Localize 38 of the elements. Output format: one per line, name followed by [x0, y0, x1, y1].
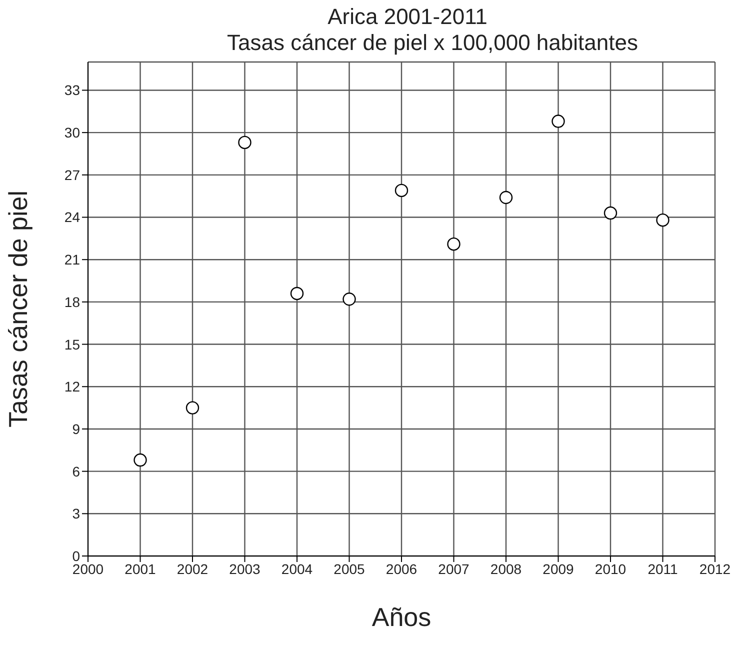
x-tick-label: 2008 — [490, 560, 522, 577]
x-tick-label: 2003 — [229, 560, 261, 577]
y-tick-label: 12 — [64, 378, 80, 395]
y-tick-label: 18 — [64, 294, 80, 310]
x-axis-title: Años — [372, 602, 432, 632]
chart-subtitle: Tasas cáncer de piel x 100,000 habitantes — [226, 30, 639, 56]
y-tick-label: 9 — [72, 420, 80, 437]
x-tick-label: 2005 — [334, 560, 366, 577]
point — [656, 213, 670, 227]
x-tick-label: 2012 — [699, 560, 731, 577]
point — [604, 206, 618, 220]
point — [186, 401, 200, 414]
x-tick-label: 2011 — [648, 560, 678, 577]
chart-title: Arica 2001-2011 — [326, 4, 488, 30]
y-tick-label: 30 — [64, 124, 80, 141]
x-tick-label: 2007 — [438, 560, 470, 577]
y-tick-label: 24 — [64, 209, 80, 226]
y-axis-title: Tasas cáncer de piel — [3, 190, 34, 428]
y-tick-label: 21 — [64, 252, 80, 268]
x-tick-label: 2006 — [386, 560, 418, 577]
point — [447, 237, 460, 251]
x-tick-label: 2004 — [281, 560, 313, 577]
point — [499, 190, 513, 204]
y-tick-label: 33 — [64, 82, 80, 98]
y-tick-label: 6 — [72, 463, 80, 480]
x-tick-label: 2010 — [594, 560, 626, 577]
x-tick-label: 2001 — [124, 560, 156, 577]
y-tick-label: 15 — [64, 336, 80, 352]
point — [342, 292, 356, 306]
point — [552, 114, 565, 128]
point — [134, 453, 147, 467]
point — [238, 136, 252, 150]
x-tick-label: 2009 — [542, 560, 574, 577]
x-tick-label: 2002 — [176, 560, 208, 577]
y-tick-label: 3 — [72, 506, 80, 522]
y-tick-label: 27 — [64, 166, 80, 183]
point — [394, 184, 408, 198]
point — [290, 286, 304, 300]
